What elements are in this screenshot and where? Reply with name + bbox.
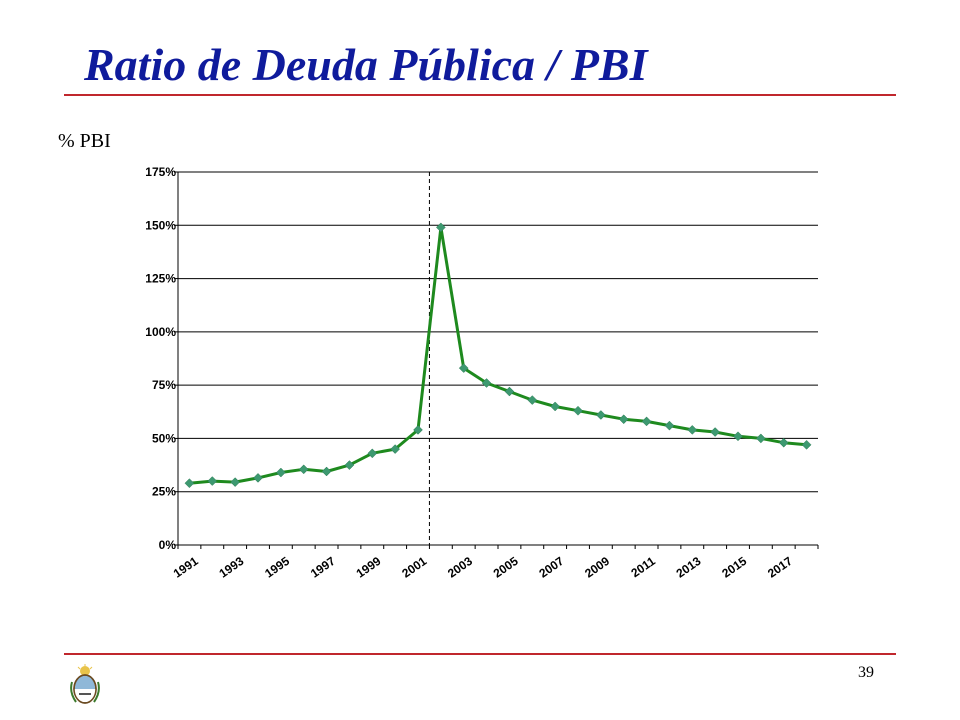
data-point [527,395,538,405]
y-tick-label: 25% [152,485,176,499]
argentine-coat-of-arms-icon [70,664,100,704]
y-tick-label: 175% [145,165,176,179]
slide-title: Ratio de Deuda Pública / PBI [84,39,648,90]
x-tick-label: 1991 [171,554,201,581]
data-point [756,433,766,444]
data-point [641,416,652,427]
page-number: 39 [858,664,874,681]
data-point [550,401,560,412]
data-point [596,410,606,420]
data-point [778,437,789,448]
y-tick-label: 125% [145,272,176,286]
grid-lines [178,171,818,493]
x-tick-label: 2009 [582,554,612,581]
unit-label: % PBI [58,130,111,152]
data-point [504,386,515,397]
x-tick-label: 2013 [674,554,704,581]
data-point [321,466,332,477]
x-tick-label: 1993 [216,554,246,581]
data-point [710,427,720,437]
data-point [253,473,263,483]
data-point [573,405,583,416]
data-point [413,425,423,435]
x-tick-label: 2007 [536,554,566,581]
x-tick-label: 1999 [354,554,384,581]
x-tick-labels: 1991 1993 1995 1997 1999 2001 2003 2005 2007 2009… [171,554,795,581]
data-point [390,444,400,454]
title-divider [64,94,896,96]
data-point [458,363,469,373]
data-point [230,477,240,487]
data-point [276,467,286,478]
y-tick-label: 50% [152,431,176,445]
y-tick-label: 150% [145,218,176,232]
data-point [481,378,492,388]
debt-ratio-chart: 0% 25% 50% 75% 100% 125% 150% 175% 1991 1993 1995… [145,165,819,581]
y-tick-label: 0% [159,538,177,552]
axes [174,171,819,549]
y-tick-label: 100% [145,325,176,339]
x-tick-label: 1997 [308,554,338,581]
data-point [687,425,698,435]
data-point [344,460,355,470]
x-tick-label: 2011 [628,554,658,581]
series-line [189,225,807,485]
data-point [618,414,629,425]
y-tick-labels: 0% 25% 50% 75% 100% 125% 150% 175% [145,165,176,552]
x-tick-label: 2001 [399,554,429,581]
x-tick-label: 2003 [445,554,475,581]
data-point [436,222,446,233]
footer-divider [64,653,896,655]
data-point [801,439,812,450]
data-point [733,431,743,442]
data-point [367,448,378,459]
x-tick-label: 2017 [765,554,795,581]
data-point [207,476,218,486]
data-point [664,420,675,431]
y-tick-label: 75% [152,378,176,392]
data-point [298,464,309,475]
series [184,222,812,489]
data-point [184,478,195,489]
x-tick-label: 2005 [491,554,521,581]
x-tick-label: 2015 [719,554,749,581]
x-tick-label: 1995 [262,554,292,581]
